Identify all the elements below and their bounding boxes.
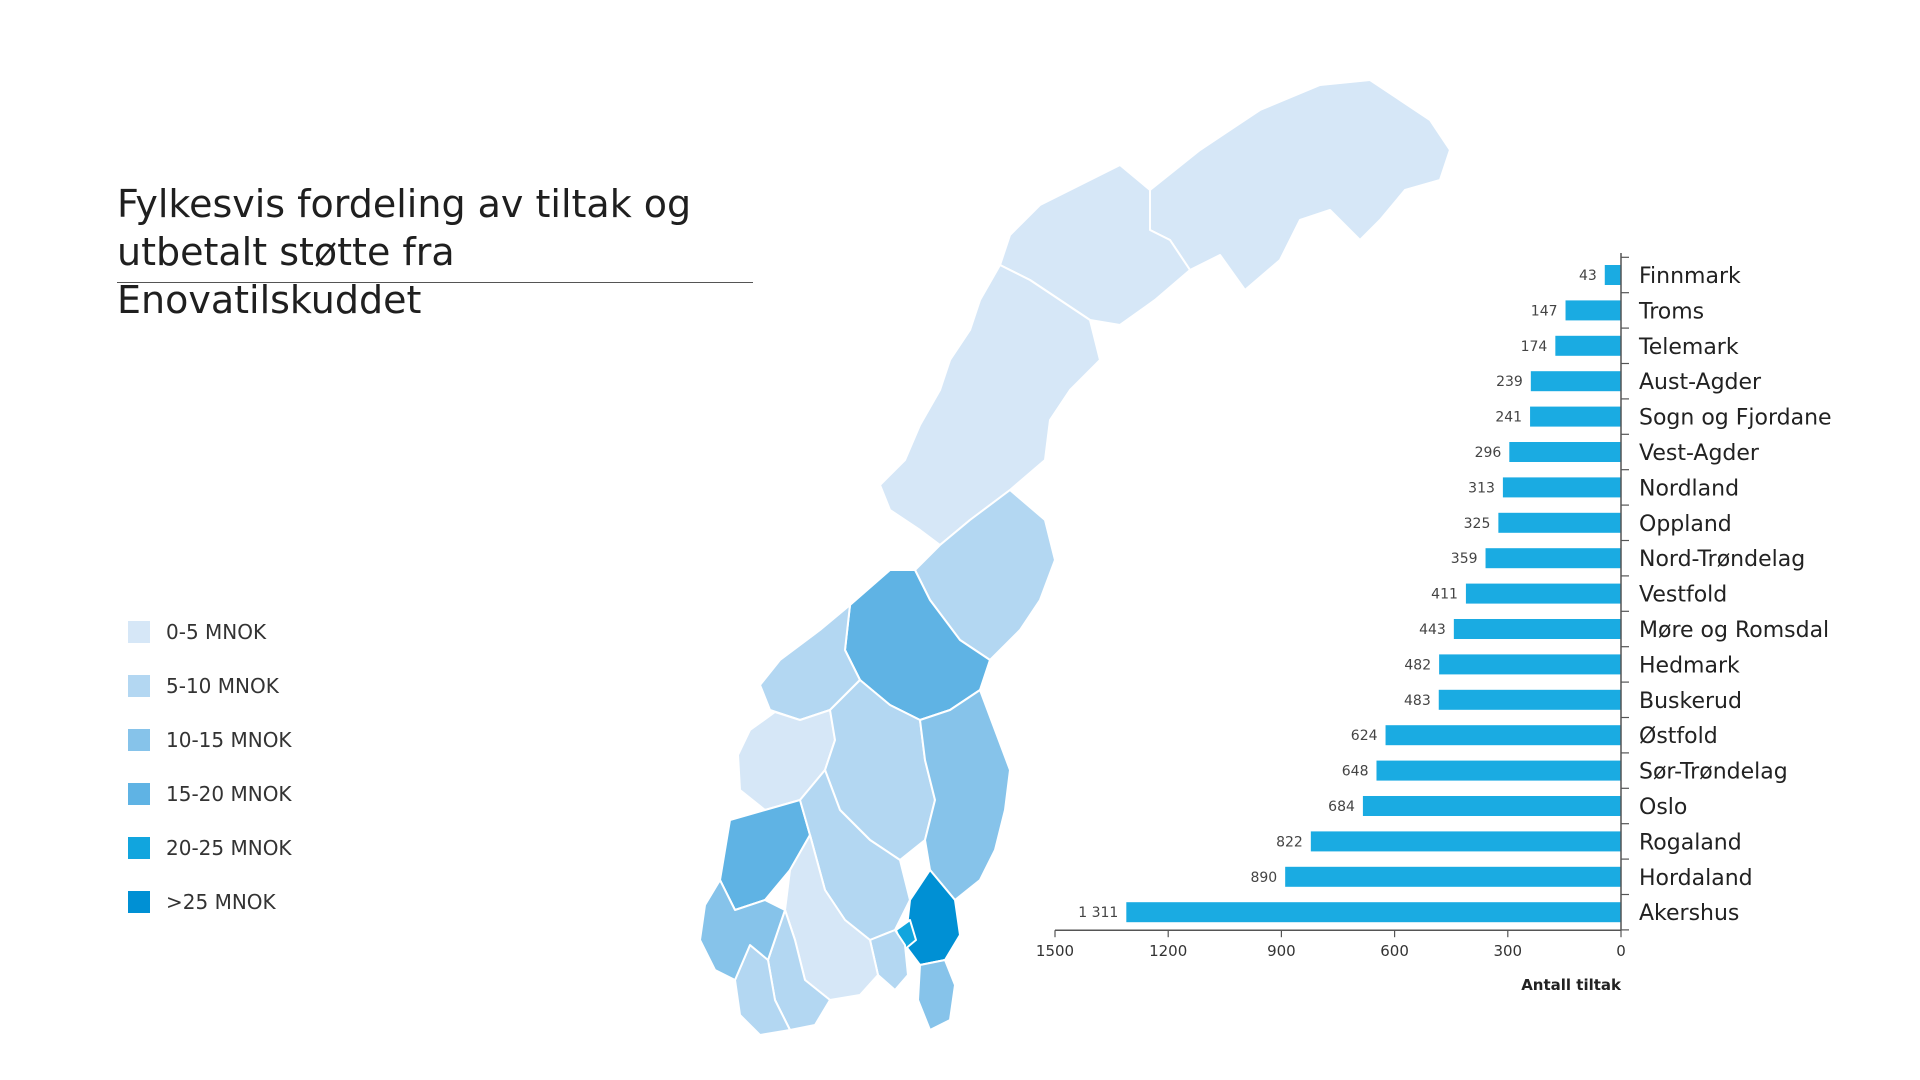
- category-label: Aust-Agder: [1639, 370, 1762, 395]
- category-label: Møre og Romsdal: [1639, 618, 1829, 643]
- value-label: 684: [1328, 799, 1355, 815]
- bar: [1362, 796, 1621, 816]
- x-ticks-layer: 1500 1200 900 600 300 0: [1036, 256, 1629, 960]
- value-label: 411: [1431, 587, 1458, 603]
- category-label: Østfold: [1639, 724, 1718, 749]
- map-region-hedmark: [919, 689, 1011, 901]
- value-label: 443: [1419, 622, 1446, 638]
- legend-swatch: [128, 729, 150, 751]
- category-label: Finnmark: [1639, 264, 1741, 289]
- bar: [1509, 442, 1621, 462]
- x-tick-label: 900: [1267, 942, 1296, 960]
- bar: [1376, 760, 1621, 781]
- x-tick-label: 0: [1616, 942, 1626, 960]
- map-region-ostfold: [917, 959, 956, 1031]
- legend-label: 5-10 MNOK: [166, 674, 279, 698]
- map-region-vest-agder: [734, 944, 791, 1036]
- x-tick-label: 1200: [1149, 942, 1187, 960]
- x-axis-label: Antall tiltak: [1521, 976, 1622, 994]
- x-tick-label: 600: [1380, 942, 1409, 960]
- value-label: 624: [1351, 728, 1378, 744]
- legend-label: 15-20 MNOK: [166, 782, 292, 806]
- title-divider: [117, 282, 753, 283]
- value-label: 43: [1579, 268, 1597, 284]
- map-region-rogaland: [699, 879, 786, 981]
- category-label: Vest-Agder: [1639, 441, 1760, 466]
- bar: [1530, 371, 1621, 392]
- bar: [1555, 335, 1621, 356]
- value-label: 241: [1495, 410, 1522, 426]
- category-label: Telemark: [1638, 335, 1739, 360]
- value-label: 325: [1464, 516, 1491, 532]
- legend-swatch: [128, 675, 150, 697]
- value-label: 174: [1521, 339, 1548, 355]
- category-label: Buskerud: [1639, 689, 1742, 714]
- bar: [1565, 300, 1621, 321]
- bar: [1285, 866, 1621, 887]
- bar: [1604, 265, 1621, 285]
- legend-label: 10-15 MNOK: [166, 728, 292, 752]
- category-label: Rogaland: [1639, 830, 1742, 855]
- category-label: Sør-Trøndelag: [1639, 760, 1788, 785]
- x-tick-label: 300: [1493, 942, 1522, 960]
- bar: [1530, 406, 1621, 427]
- value-label: 1 311: [1078, 905, 1118, 921]
- value-labels-layer: 43 147 174 239 241 296 313 325 359 411 443 482 483 62…: [1078, 268, 1597, 921]
- category-label: Hordaland: [1639, 866, 1753, 891]
- category-label: Sogn og Fjordane: [1639, 406, 1832, 431]
- title-line-1: Fylkesvis fordeling av tiltak og: [117, 182, 692, 226]
- category-label: Nord-Trøndelag: [1639, 547, 1805, 572]
- map-region-finnmark: [1149, 79, 1451, 291]
- bar: [1126, 902, 1621, 923]
- value-label: 296: [1475, 445, 1502, 461]
- legend-swatch: [128, 891, 150, 913]
- bar: [1485, 548, 1621, 569]
- category-label: Akershus: [1639, 901, 1739, 926]
- bar: [1310, 831, 1621, 852]
- legend-swatch: [128, 783, 150, 805]
- norway-map: [699, 79, 1451, 1036]
- x-tick-label: 1500: [1036, 942, 1074, 960]
- chart-title: Fylkesvis fordeling av tiltak og utbetal…: [117, 180, 757, 324]
- bar: [1465, 583, 1621, 604]
- value-label: 483: [1404, 693, 1431, 709]
- category-label: Vestfold: [1639, 583, 1727, 608]
- value-label: 648: [1342, 764, 1369, 780]
- value-label: 822: [1276, 834, 1303, 850]
- legend-swatch: [128, 621, 150, 643]
- bar: [1453, 619, 1621, 639]
- legend-label: >25 MNOK: [166, 890, 276, 914]
- category-label: Oslo: [1639, 795, 1687, 820]
- category-label: Troms: [1638, 299, 1704, 324]
- map-region-hordaland: [719, 799, 811, 911]
- bar: [1438, 689, 1621, 710]
- value-label: 359: [1451, 551, 1478, 567]
- legend-label: 20-25 MNOK: [166, 836, 292, 860]
- bars-layer: [1126, 265, 1621, 923]
- category-label: Oppland: [1639, 512, 1732, 537]
- value-label: 313: [1468, 480, 1495, 496]
- title-line-2: utbetalt støtte fra Enovatilskuddet: [117, 230, 455, 322]
- category-labels-layer: Finnmark Troms Telemark Aust-Agder Sogn og F…: [1638, 264, 1832, 926]
- bar: [1502, 477, 1621, 498]
- legend-label: 0-5 MNOK: [166, 620, 267, 644]
- bar: [1439, 654, 1621, 675]
- bar: [1385, 725, 1621, 746]
- category-label: Nordland: [1639, 476, 1739, 501]
- value-label: 482: [1404, 657, 1431, 673]
- value-label: 147: [1531, 303, 1558, 319]
- bar: [1498, 512, 1621, 533]
- category-label: Hedmark: [1639, 653, 1740, 678]
- value-label: 890: [1250, 870, 1277, 886]
- value-label: 239: [1496, 374, 1523, 390]
- legend-swatch: [128, 837, 150, 859]
